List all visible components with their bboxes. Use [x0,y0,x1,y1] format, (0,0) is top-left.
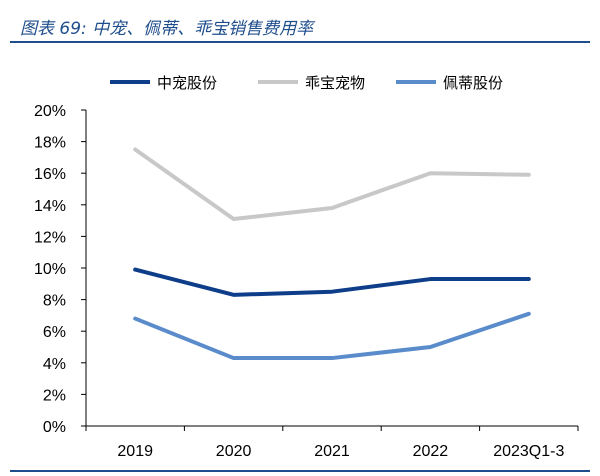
x-tick-label: 2023Q1-3 [493,443,564,460]
y-tick-label: 6% [43,324,66,341]
legend: 中宠股份 乖宝宠物 佩蒂股份 [110,74,503,92]
legend-label: 乖宝宠物 [305,74,365,92]
legend-label: 中宠股份 [157,74,217,92]
y-tick-label: 4% [43,356,66,373]
x-tick-label: 2021 [314,443,350,460]
y-tick-label: 0% [43,419,66,436]
y-tick-label: 10% [34,261,66,278]
y-tick-label: 18% [34,135,66,152]
y-tick-label: 14% [34,198,66,215]
y-tick-label: 20% [34,103,66,120]
y-tick-label: 12% [34,229,66,246]
y-tick-label: 8% [43,293,66,310]
series-lines [133,147,531,361]
series-line [133,311,531,361]
series-line [133,267,531,297]
x-tick-label: 2019 [117,443,153,460]
series-line [133,147,531,222]
x-tick-label: 2020 [216,443,252,460]
y-tick-label: 16% [34,166,66,183]
bottom-divider [10,470,590,472]
legend-label: 佩蒂股份 [443,74,503,92]
axes: 0% 2% 4% 6% 8% 10% 12% 14% 16% 18% 20% 2019 2020 2021… [34,103,579,460]
y-tick-label: 2% [43,387,66,404]
chart-title: 图表 69: 中宠、佩蒂、乖宝销售费用率 [20,19,314,39]
title-divider [10,41,590,43]
x-tick-label: 2022 [413,443,449,460]
